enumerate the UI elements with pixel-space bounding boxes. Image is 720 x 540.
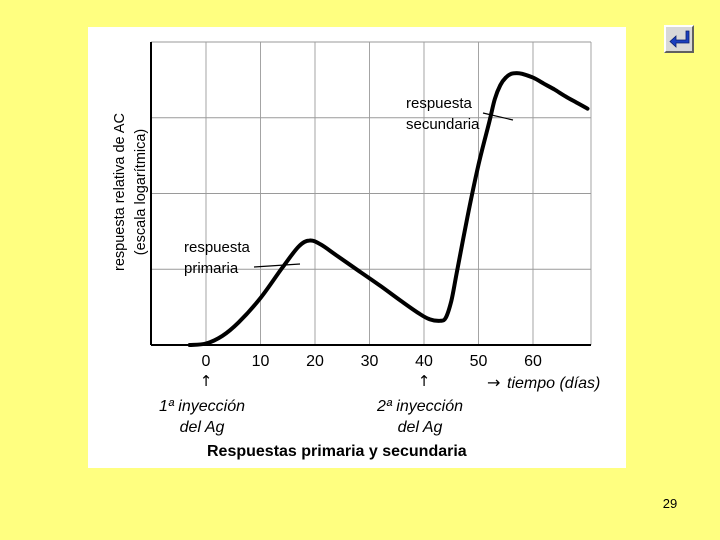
injection-label: del Ag [398,419,443,436]
annotation-secondary-line2: secundaria [406,116,480,133]
injection-arrow: ↑ [200,372,213,390]
x-tick-label: 50 [470,353,488,370]
x-tick-label: 20 [306,353,324,370]
x-axis-arrow: → [487,373,500,392]
axes [150,42,591,346]
injection-label: del Ag [180,419,225,436]
return-button[interactable] [664,25,694,53]
injection-arrow: ↑ [418,372,431,390]
x-tick-label: 40 [415,353,433,370]
x-axis-label: tiempo (días) [507,375,600,392]
chart-figure: 0 10 20 30 40 50 60 respuesta relativa de AC (… [88,27,626,468]
annotation-secondary-leader [482,112,514,121]
x-tick-label: 30 [361,353,379,370]
annotation-primary: respuesta primaria [184,239,301,277]
grid [150,41,592,345]
x-axis-title: → tiempo (días) [487,373,600,392]
x-tick-label: 0 [202,353,211,370]
x-tick-labels: 0 10 20 30 40 50 60 [202,353,542,370]
injection-events: ↑ 1ª inyección del Ag ↑ 2ª inyección del Ag [159,372,463,436]
chart-title: Respuestas primaria y secundaria [207,443,467,460]
x-tick-label: 10 [252,353,270,370]
annotation-primary-line1: respuesta [184,239,251,256]
return-arrow-icon [669,30,690,48]
annotation-secondary: respuesta secundaria [406,95,514,133]
injection-label: 1ª inyección [159,398,245,415]
annotation-primary-leader [253,263,301,268]
x-tick-label: 60 [524,353,542,370]
slide-number: 29 [662,496,678,511]
injection-label: 2ª inyección [376,398,463,415]
y-axis-label: respuesta relativa de AC [112,113,128,271]
y-axis-title: respuesta relativa de AC (escala logarít… [112,113,149,271]
chart-svg: 0 10 20 30 40 50 60 respuesta relativa de AC (… [112,41,600,460]
annotation-secondary-line1: respuesta [406,95,473,112]
response-curve-line [187,71,590,347]
annotation-primary-line2: primaria [184,260,239,277]
y-axis-sublabel: (escala logarítmica) [133,129,149,256]
